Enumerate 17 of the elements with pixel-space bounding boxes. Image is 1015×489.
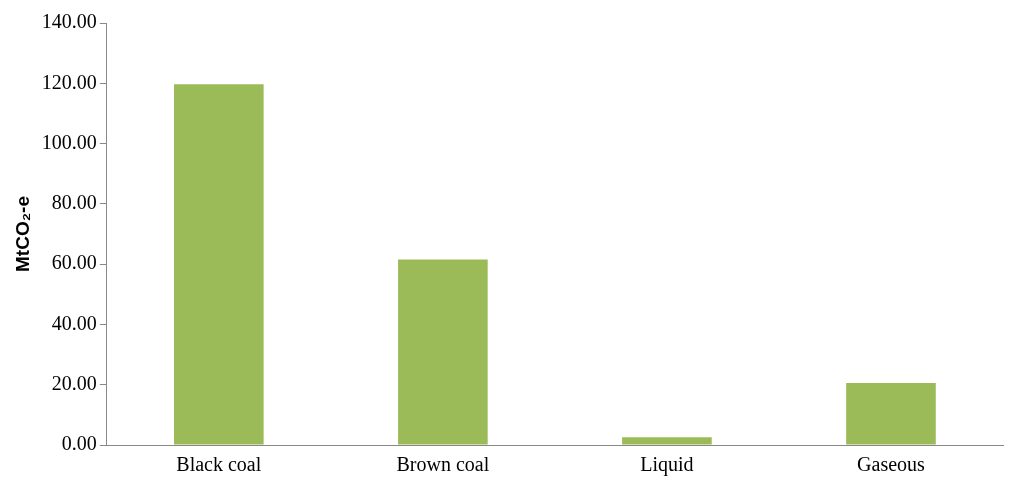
y-tick-label: 140.00 xyxy=(41,10,97,33)
y-tick-label: 20.00 xyxy=(51,371,97,394)
bar xyxy=(174,84,264,445)
y-tick-label: 0.00 xyxy=(61,432,97,455)
x-tick-label: Black coal xyxy=(176,453,262,476)
bar xyxy=(846,382,936,445)
bar xyxy=(622,437,712,445)
y-axis-title: MtCO₂-e xyxy=(11,196,33,272)
y-tick-label: 60.00 xyxy=(51,251,97,274)
y-tick-label: 100.00 xyxy=(41,130,97,153)
x-tick-label: Brown coal xyxy=(396,453,490,476)
x-tick-label: Gaseous xyxy=(857,453,926,476)
bar xyxy=(398,259,488,445)
y-tick-label: 80.00 xyxy=(51,191,97,214)
y-tick-label: 40.00 xyxy=(51,311,97,334)
y-tick-label: 120.00 xyxy=(41,70,97,93)
x-tick-label: Liquid xyxy=(640,453,694,477)
